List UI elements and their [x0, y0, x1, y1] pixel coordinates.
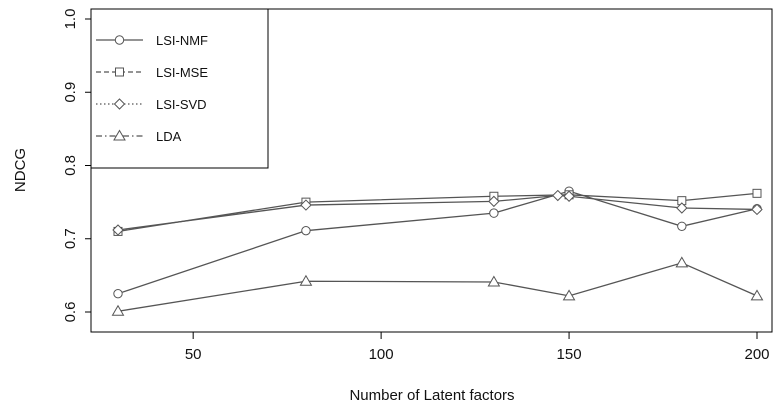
legend-item-lsi-svd: LSI-SVD: [96, 97, 207, 112]
legend-label: LSI-MSE: [156, 65, 208, 80]
data-point-lsi-nmf: [677, 221, 687, 231]
x-axis: 50 100 150 200: [185, 331, 770, 363]
x-tick-label: 150: [557, 346, 582, 363]
legend-marker-lsi-nmf: [114, 35, 125, 45]
data-point-lda: [111, 304, 125, 316]
legend-marker-lda: [113, 129, 126, 141]
series-line-lda: [117, 262, 758, 312]
data-point-lda: [750, 289, 764, 301]
legend-label: LDA: [156, 129, 182, 144]
data-point-lda: [675, 256, 689, 268]
x-tick-label: 50: [185, 346, 202, 363]
legend-item-lsi-mse: LSI-MSE: [96, 65, 208, 80]
legend-item-lsi-nmf: LSI-NMF: [96, 33, 208, 48]
data-point-lsi-svd: [751, 203, 763, 216]
data-point-lsi-svd: [563, 190, 575, 202]
y-tick-label: 1.0: [62, 9, 79, 30]
y-axis-title: NDCG: [12, 148, 29, 192]
legend-marker-lsi-mse: [115, 67, 124, 77]
series-lda: [111, 256, 764, 316]
data-point-lsi-svd: [112, 224, 124, 236]
x-axis-title: Number of Latent factors: [349, 387, 514, 404]
y-tick-label: 0.8: [62, 155, 79, 176]
series-lsi-mse: [113, 188, 762, 236]
y-tick-label: 0.9: [62, 82, 79, 103]
data-point-lsi-svd: [488, 195, 500, 208]
data-point-lda: [299, 274, 313, 286]
y-axis: 0.6 0.7 0.8 0.9 1.0: [62, 9, 92, 323]
series-line-lsi-nmf: [117, 190, 758, 295]
data-point-lsi-nmf: [113, 288, 123, 299]
legend-label: LSI-NMF: [156, 33, 208, 48]
data-point-lda: [562, 289, 576, 301]
data-point-lsi-svd: [300, 199, 312, 211]
x-tick-label: 200: [744, 346, 769, 363]
legend-label: LSI-SVD: [156, 97, 207, 112]
legend: LSI-NMF LSI-MSE LSI-SVD LDA: [90, 8, 269, 169]
series-lsi-svd: [112, 189, 763, 236]
y-tick-label: 0.7: [62, 228, 79, 249]
series-line-lsi-mse: [117, 192, 758, 233]
data-point-lsi-nmf: [301, 225, 311, 236]
data-point-lsi-nmf: [489, 208, 499, 218]
data-point-lsi-mse: [752, 188, 762, 198]
y-tick-label: 0.6: [62, 302, 79, 323]
legend-item-lda: LDA: [96, 129, 182, 144]
legend-marker-lsi-svd: [113, 98, 126, 110]
data-point-lda: [487, 275, 501, 287]
data-point-lsi-svd: [676, 202, 688, 214]
data-point-lsi-svd: [552, 189, 564, 202]
series-line-lsi-svd: [117, 194, 758, 231]
series-layer: [111, 186, 764, 316]
x-tick-label: 100: [369, 346, 394, 363]
